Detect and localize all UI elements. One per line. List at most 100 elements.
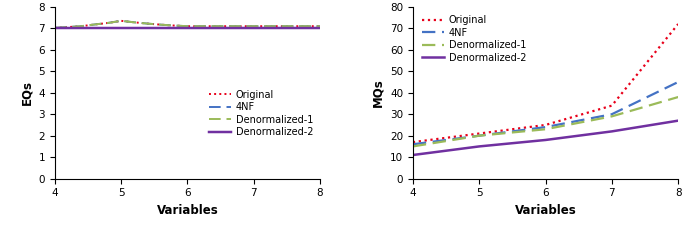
Denormalized-2 [475,145,484,148]
Original [263,25,271,27]
Original [51,27,59,29]
Original [316,25,324,27]
4NF [475,134,484,137]
4NF [409,143,417,146]
Denormalized-1 [170,24,178,27]
Denormalized-1 [409,145,417,148]
Denormalized-2 [263,27,271,30]
X-axis label: Variables: Variables [157,204,219,217]
Original [236,25,245,27]
Denormalized-1 [210,25,218,27]
4NF [223,25,232,27]
Denormalized-1 [117,19,125,22]
4NF [303,25,311,27]
Denormalized-1 [674,96,682,98]
Line: Original: Original [55,21,320,28]
Original [197,25,205,27]
Original [64,26,72,28]
Original [249,25,258,27]
Denormalized-2 [77,27,86,30]
Denormalized-1 [157,23,165,26]
Denormalized-2 [290,27,298,30]
Original [223,25,232,27]
4NF [608,113,616,116]
4NF [103,22,112,24]
4NF [130,21,138,24]
4NF [51,27,59,29]
Line: Denormalized-1: Denormalized-1 [413,97,678,146]
4NF [184,25,192,27]
Line: Denormalized-1: Denormalized-1 [55,21,320,28]
4NF [144,22,152,25]
Denormalized-2 [184,27,192,30]
Denormalized-2 [303,27,311,30]
Denormalized-2 [197,27,205,30]
Denormalized-2 [157,27,165,30]
Line: 4NF: 4NF [413,82,678,144]
Original [130,21,138,24]
Denormalized-1 [144,22,152,25]
Denormalized-1 [290,25,298,27]
Original [475,132,484,135]
Original [303,25,311,27]
Denormalized-1 [236,25,245,27]
Legend: Original, 4NF, Denormalized-1, Denormalized-2: Original, 4NF, Denormalized-1, Denormali… [421,14,528,65]
4NF [290,25,298,27]
X-axis label: Variables: Variables [514,204,576,217]
Denormalized-1 [263,25,271,27]
Legend: Original, 4NF, Denormalized-1, Denormalized-2: Original, 4NF, Denormalized-1, Denormali… [208,88,315,139]
Denormalized-2 [541,139,549,141]
4NF [197,25,205,27]
4NF [276,25,284,27]
4NF [77,25,86,27]
Original [674,23,682,25]
4NF [263,25,271,27]
Original [290,25,298,27]
Denormalized-2 [223,27,232,30]
Denormalized-1 [77,25,86,27]
4NF [236,25,245,27]
Denormalized-2 [64,27,72,30]
Denormalized-2 [316,27,324,30]
Denormalized-2 [210,27,218,30]
Denormalized-1 [130,21,138,24]
Denormalized-2 [51,27,59,30]
Original [409,141,417,144]
Original [608,104,616,107]
4NF [157,23,165,26]
4NF [249,25,258,27]
4NF [90,23,99,26]
Denormalized-2 [236,27,245,30]
Denormalized-1 [303,25,311,27]
Y-axis label: MQs: MQs [371,78,384,107]
4NF [674,81,682,83]
Denormalized-1 [475,134,484,137]
Denormalized-2 [276,27,284,30]
Denormalized-2 [117,27,125,30]
Denormalized-1 [276,25,284,27]
Denormalized-2 [130,27,138,30]
Denormalized-1 [249,25,258,27]
Denormalized-1 [223,25,232,27]
Denormalized-2 [90,27,99,30]
Original [157,23,165,26]
4NF [541,126,549,128]
Denormalized-1 [103,22,112,24]
Original [276,25,284,27]
Original [90,23,99,26]
Line: Denormalized-2: Denormalized-2 [413,121,678,155]
Denormalized-2 [608,130,616,133]
Original [541,124,549,126]
Denormalized-2 [170,27,178,30]
4NF [210,25,218,27]
Denormalized-1 [90,23,99,26]
Denormalized-1 [197,25,205,27]
Original [117,19,125,22]
Denormalized-1 [184,25,192,27]
4NF [117,19,125,22]
Original [184,25,192,27]
Line: 4NF: 4NF [55,21,320,28]
Denormalized-2 [674,119,682,122]
Denormalized-1 [64,26,72,28]
Original [170,24,178,27]
